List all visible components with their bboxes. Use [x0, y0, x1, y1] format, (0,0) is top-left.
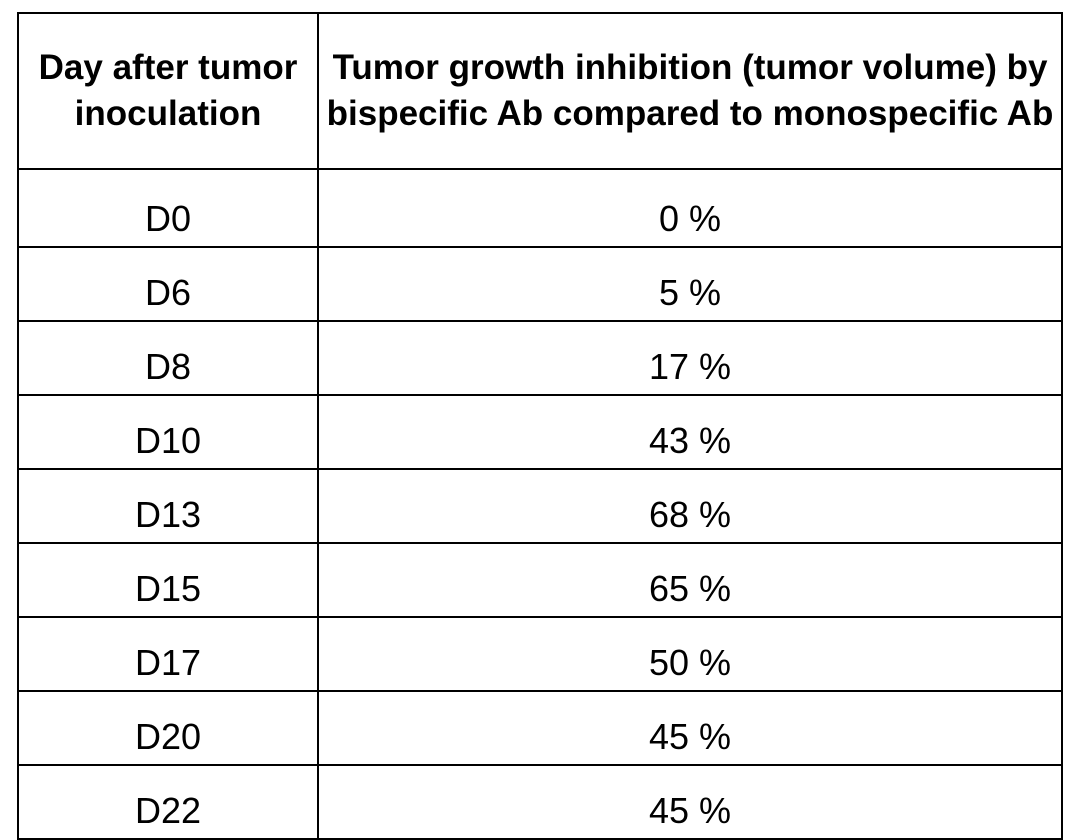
day-cell: D8 [18, 321, 318, 395]
inhibition-cell: 43 % [318, 395, 1062, 469]
table-row: D17 50 % [18, 617, 1062, 691]
table-row: D15 65 % [18, 543, 1062, 617]
inhibition-cell: 5 % [318, 247, 1062, 321]
inhibition-cell: 0 % [318, 169, 1062, 247]
day-cell: D6 [18, 247, 318, 321]
table-row: D0 0 % [18, 169, 1062, 247]
inhibition-cell: 45 % [318, 691, 1062, 765]
day-cell: D20 [18, 691, 318, 765]
inhibition-cell: 65 % [318, 543, 1062, 617]
day-cell: D15 [18, 543, 318, 617]
table-row: D13 68 % [18, 469, 1062, 543]
table-row: D22 45 % [18, 765, 1062, 839]
table-row: D8 17 % [18, 321, 1062, 395]
tumor-inhibition-table: Day after tumor inoculation Tumor growth… [17, 12, 1063, 840]
table-row: D6 5 % [18, 247, 1062, 321]
table-row: D20 45 % [18, 691, 1062, 765]
inhibition-cell: 45 % [318, 765, 1062, 839]
header-day: Day after tumor inoculation [18, 13, 318, 169]
day-cell: D17 [18, 617, 318, 691]
table-header-row: Day after tumor inoculation Tumor growth… [18, 13, 1062, 169]
header-inhibition: Tumor growth inhibition (tumor volume) b… [318, 13, 1062, 169]
inhibition-cell: 50 % [318, 617, 1062, 691]
day-cell: D13 [18, 469, 318, 543]
day-cell: D0 [18, 169, 318, 247]
inhibition-cell: 17 % [318, 321, 1062, 395]
table-row: D10 43 % [18, 395, 1062, 469]
day-cell: D22 [18, 765, 318, 839]
day-cell: D10 [18, 395, 318, 469]
inhibition-cell: 68 % [318, 469, 1062, 543]
